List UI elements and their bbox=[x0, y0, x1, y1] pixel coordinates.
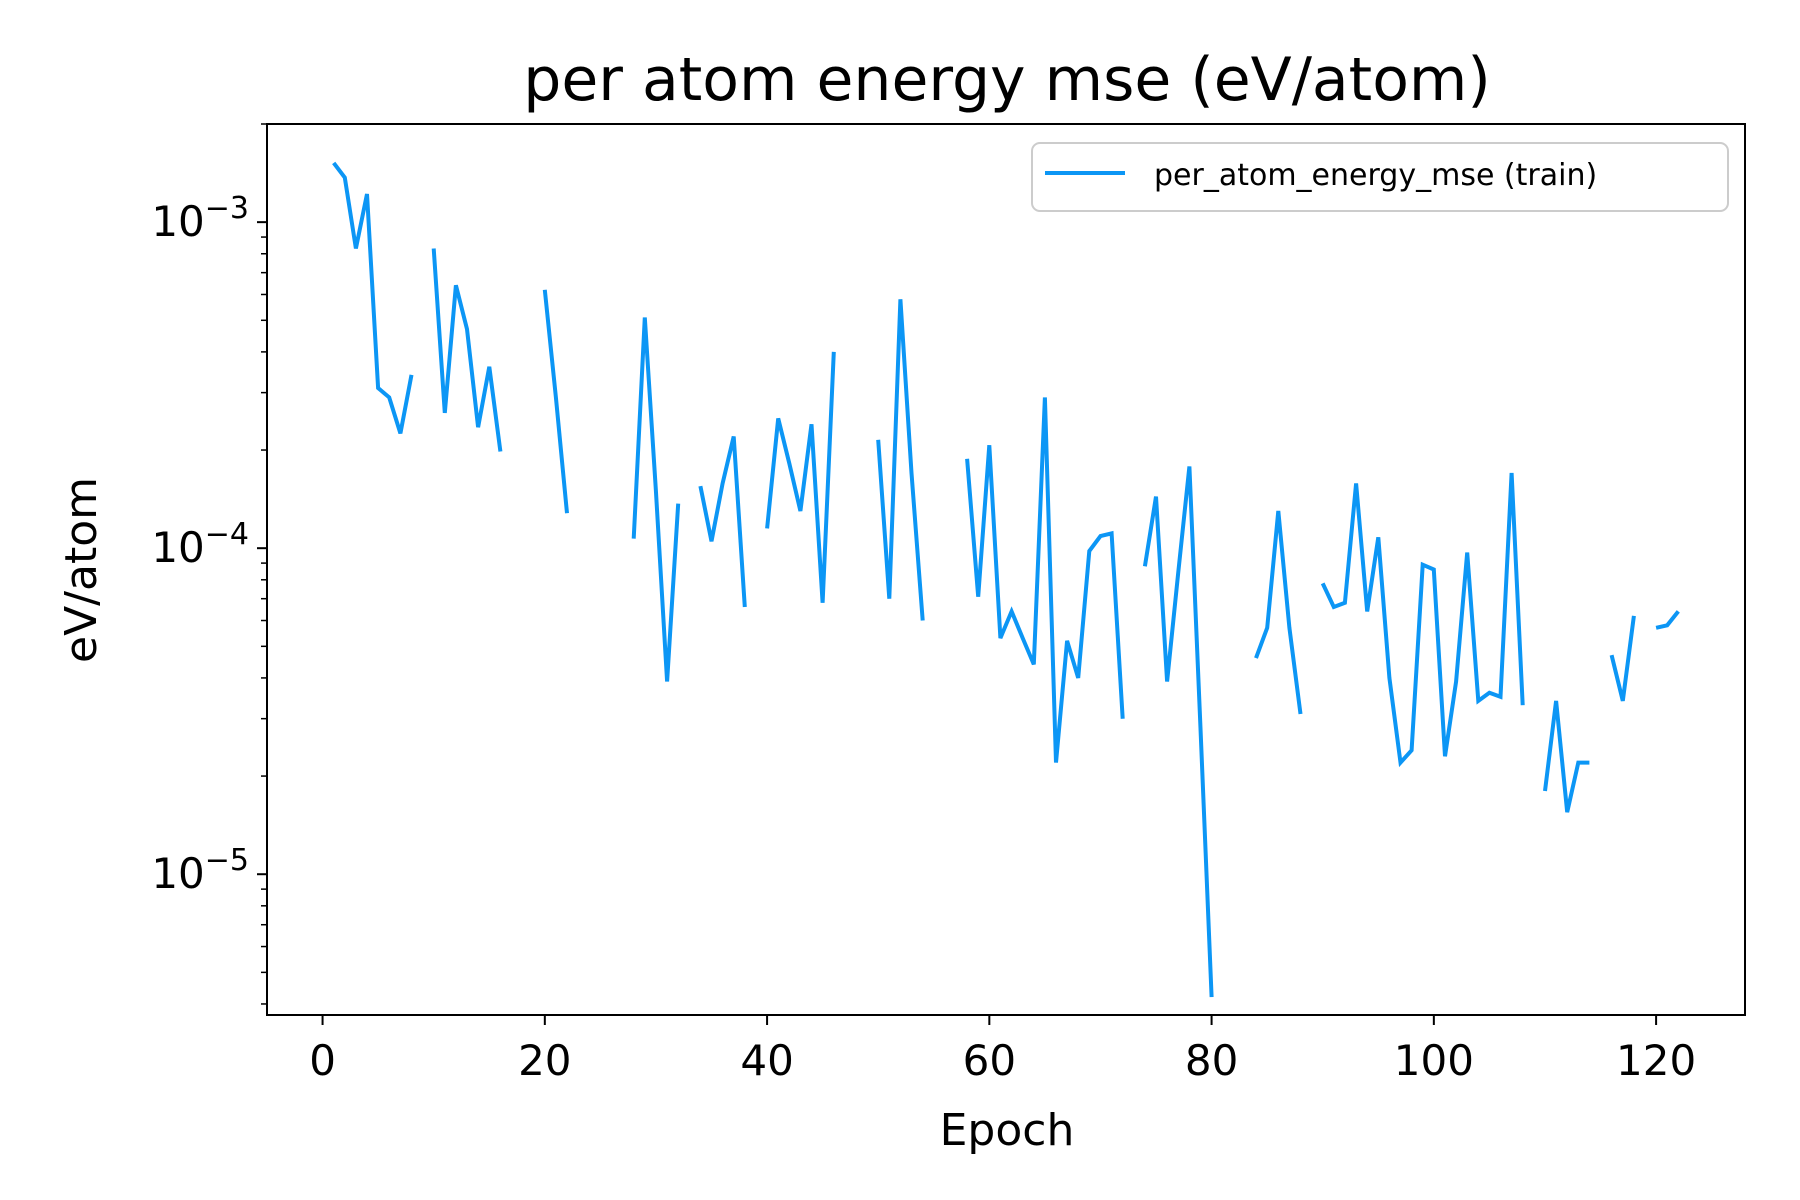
x-tick-label: 40 bbox=[740, 1036, 793, 1085]
legend: per_atom_energy_mse (train) bbox=[1031, 142, 1729, 212]
y-axis: 10−5 10−4 10−3 bbox=[151, 123, 267, 1005]
y-tick-label: 10−4 bbox=[151, 517, 249, 572]
x-tick-label: 20 bbox=[518, 1036, 571, 1085]
series-line-segment bbox=[965, 397, 1125, 763]
series-line-segment bbox=[1320, 472, 1525, 768]
series-line-segment bbox=[765, 351, 836, 603]
x-axis: 0 20 40 60 80 100 120 bbox=[309, 1015, 1696, 1085]
x-tick-label: 100 bbox=[1394, 1036, 1474, 1085]
series-line-segment bbox=[332, 161, 414, 434]
series-line-segment bbox=[698, 436, 747, 608]
series-line-segment bbox=[1609, 615, 1636, 702]
legend-label: per_atom_energy_mse (train) bbox=[1154, 158, 1597, 193]
series-line-segment bbox=[1142, 466, 1214, 998]
y-tick-label: 10−5 bbox=[151, 843, 249, 898]
series-line-segment bbox=[876, 299, 925, 621]
legend-box bbox=[1031, 142, 1729, 212]
series-line-segment bbox=[431, 248, 503, 452]
plot-frame bbox=[266, 123, 1746, 1016]
y-axis-label: eV/atom bbox=[56, 477, 107, 663]
x-tick-label: 0 bbox=[309, 1036, 336, 1085]
series-line-segment bbox=[1254, 510, 1303, 715]
series-line-segment bbox=[1543, 700, 1590, 813]
x-tick-label: 120 bbox=[1616, 1036, 1696, 1085]
y-tick-label: 10−3 bbox=[151, 191, 249, 246]
x-tick-label: 80 bbox=[1185, 1036, 1238, 1085]
chart-title: per atom energy mse (eV/atom) bbox=[523, 45, 1491, 115]
series-line-segment bbox=[631, 317, 681, 682]
series-line-segment bbox=[542, 289, 569, 514]
series-line-segment bbox=[1655, 610, 1680, 630]
series-layer bbox=[332, 161, 1680, 998]
x-axis-label: Epoch bbox=[940, 1105, 1075, 1156]
plot-area bbox=[267, 124, 1745, 1015]
x-tick-label: 60 bbox=[963, 1036, 1016, 1085]
